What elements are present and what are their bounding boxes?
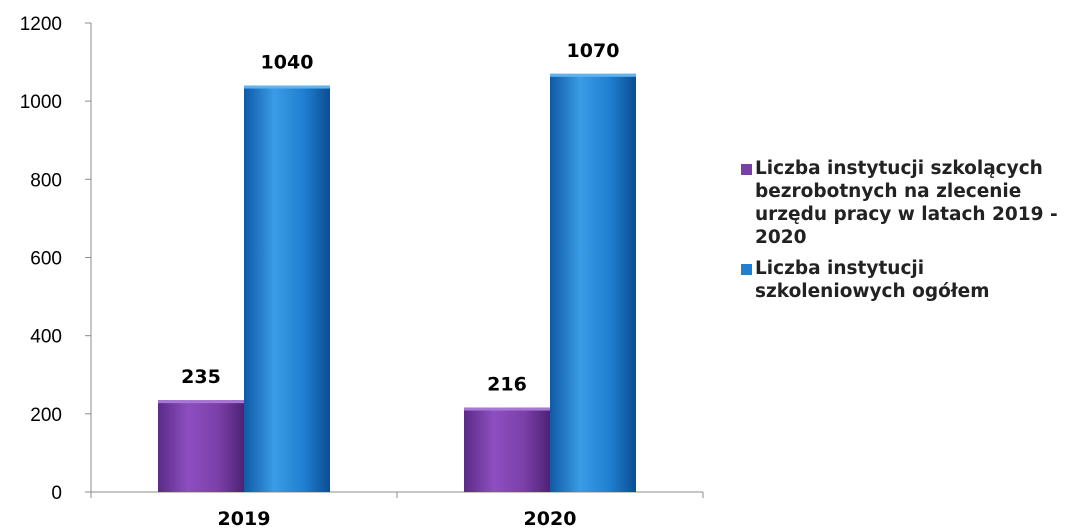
y-tick-label: 1000	[20, 92, 62, 113]
bar-top-highlight	[158, 400, 244, 404]
y-tick-label: 1200	[20, 14, 62, 35]
y-tick-label: 400	[30, 327, 62, 348]
data-labels: 235 1040 216 1070	[181, 40, 619, 396]
bar-purple-2019	[158, 400, 244, 492]
data-label: 1070	[567, 40, 620, 62]
legend-item: Liczba instytucji szkoleniowych ogółem	[741, 257, 1081, 303]
x-tick-label: 2020	[524, 508, 577, 529]
bar-blue-2019	[244, 85, 330, 493]
legend-swatch	[741, 264, 752, 275]
bars	[158, 73, 636, 493]
bar-top-highlight	[244, 85, 330, 89]
bar-blue-2020	[550, 73, 636, 492]
x-tick-label: 2019	[218, 508, 271, 529]
y-tick-label: 0	[51, 483, 62, 504]
bar-top-highlight	[464, 407, 550, 411]
data-label: 235	[181, 366, 221, 388]
bar-top-highlight	[550, 73, 636, 77]
legend-label: Liczba instytucji szkolących bezrobotnyc…	[755, 158, 1058, 248]
y-axis-ticks: 0 200 400 600 800 1000 1200	[20, 14, 91, 504]
data-label: 216	[487, 374, 527, 396]
legend-item: Liczba instytucji szkolących bezrobotnyc…	[741, 157, 1081, 249]
y-tick-label: 800	[30, 170, 62, 191]
legend-swatch	[741, 164, 752, 175]
data-label: 1040	[261, 52, 314, 74]
legend: Liczba instytucji szkolących bezrobotnyc…	[741, 157, 1081, 311]
x-axis-ticks: 2019 2020	[90, 492, 704, 529]
bar-purple-2020	[464, 407, 550, 492]
legend-label: Liczba instytucji szkoleniowych ogółem	[755, 258, 990, 302]
y-tick-label: 200	[30, 405, 62, 426]
y-tick-label: 600	[30, 249, 62, 270]
